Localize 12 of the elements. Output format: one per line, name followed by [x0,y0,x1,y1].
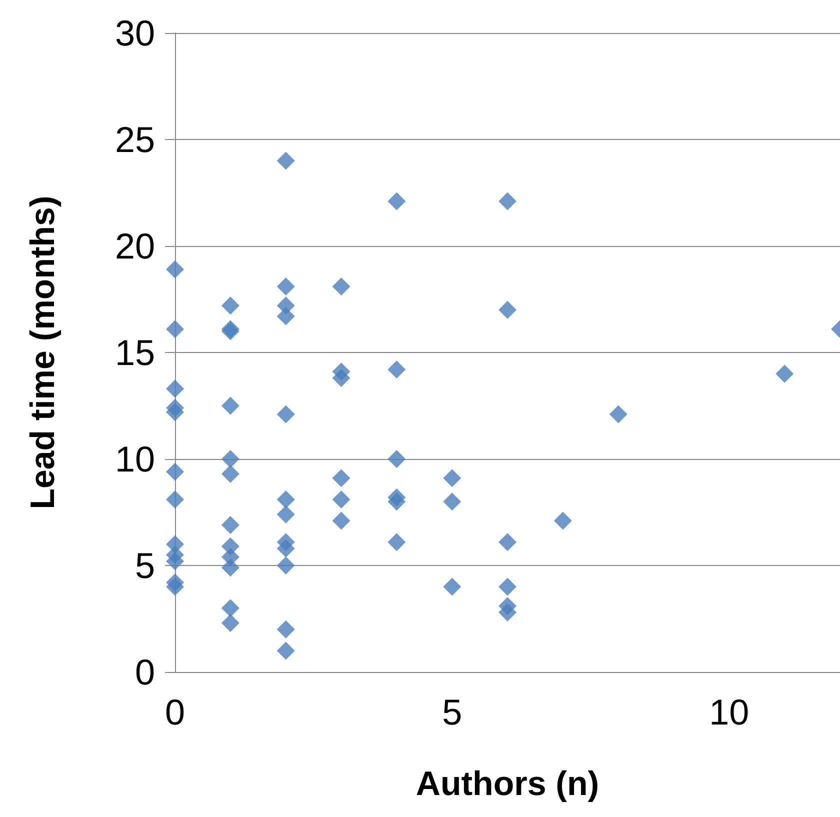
x-axis-title: Authors (n) [416,765,600,803]
y-tick-label: 0 [134,652,155,692]
x-tick-label: 5 [442,692,462,732]
y-tick-label: 10 [114,438,155,480]
y-tick-label: 30 [114,12,155,54]
y-tick-label: 25 [114,119,155,160]
y-axis-title: Lead time (months) [24,196,62,510]
y-tick-label: 20 [114,226,155,266]
y-tick-label: 5 [134,545,155,586]
y-tick-label: 15 [114,332,155,373]
x-tick-label: 0 [164,692,186,732]
x-tick-label: 10 [709,692,750,732]
